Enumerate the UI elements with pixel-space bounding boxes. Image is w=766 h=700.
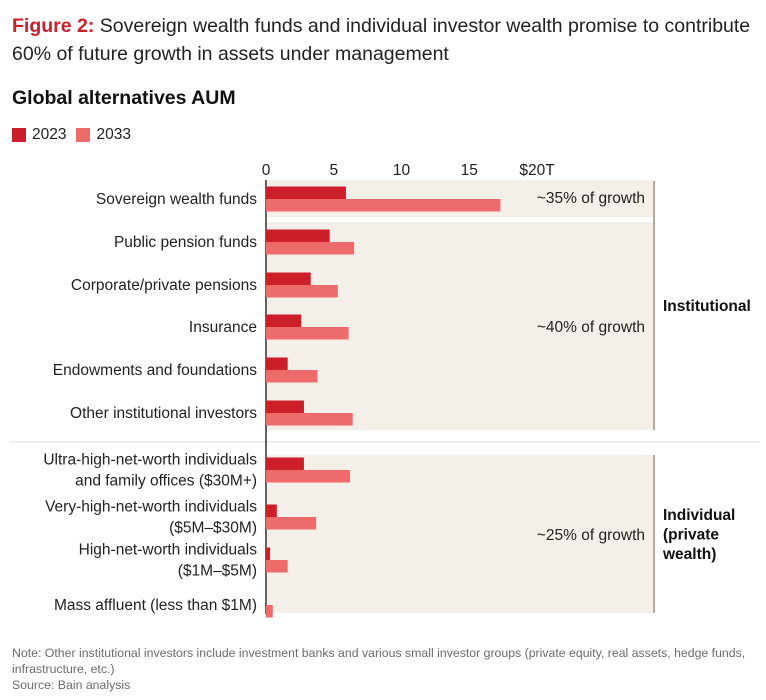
bar-2023 (266, 547, 271, 560)
band-institutional (266, 222, 654, 430)
bar-2033 (266, 285, 338, 298)
bar-2033 (266, 413, 353, 426)
group-label-institutional: Institutional (663, 298, 751, 315)
x-tick-label: $20T (519, 162, 555, 179)
chart-title: Global alternatives AUM (12, 87, 236, 109)
growth-label: ~35% of growth (537, 190, 645, 207)
bar-2023 (266, 400, 304, 413)
bar-2023 (266, 186, 346, 199)
source-text: Source: Bain analysis (12, 678, 131, 692)
notes: Note: Other institutional investors incl… (12, 645, 757, 693)
group-label-individual: wealth) (662, 546, 716, 563)
legend-swatch-2023 (12, 128, 26, 142)
bar-2023 (266, 504, 277, 517)
bar-2033 (266, 327, 349, 340)
legend-item-2023: 2023 (12, 126, 66, 144)
category-label: Very-high-net-worth individuals (45, 499, 257, 516)
growth-label: ~25% of growth (537, 527, 645, 544)
x-tick-label: 10 (393, 162, 411, 179)
legend-label-2033: 2033 (96, 126, 131, 143)
bar-2023 (266, 272, 311, 285)
category-label: Ultra-high-net-worth individuals (43, 452, 257, 469)
category-label: Public pension funds (114, 234, 257, 251)
category-label: ($1M–$5M) (178, 563, 257, 580)
bar-2023 (266, 314, 302, 327)
bar-2023 (266, 357, 288, 370)
figure-title: Figure 2: Sovereign wealth funds and ind… (12, 12, 752, 68)
category-label: High-net-worth individuals (79, 542, 258, 559)
category-label: Insurance (189, 319, 257, 336)
category-label: Corporate/private pensions (71, 277, 257, 294)
category-label: and family offices ($30M+) (75, 473, 257, 490)
bar-2033 (266, 560, 288, 573)
bar-2023 (266, 457, 304, 470)
growth-label: ~40% of growth (537, 319, 645, 336)
legend: 2023 2033 (12, 126, 141, 144)
category-label: Endowments and foundations (53, 362, 257, 379)
x-tick-label: 5 (329, 162, 338, 179)
bar-2033 (266, 370, 318, 383)
bar-chart: 0 5 10 15 $20T Sovereign wealth funds Public p… (10, 162, 760, 618)
figure-title-text: Sovereign wealth funds and individual in… (12, 15, 751, 65)
note-text: Note: Other institutional investors incl… (12, 646, 746, 676)
legend-item-2033: 2033 (76, 126, 131, 144)
legend-swatch-2033 (76, 128, 91, 142)
x-tick-label: 0 (262, 162, 271, 179)
x-tick-label: 15 (461, 162, 478, 179)
bar-2033 (266, 470, 351, 483)
bar-2023 (266, 229, 330, 242)
category-label: Mass affluent (less than $1M) (54, 597, 257, 614)
bar-2033 (266, 605, 273, 618)
category-label: ($5M–$30M) (169, 520, 257, 537)
category-label: Sovereign wealth funds (96, 191, 257, 208)
group-label-individual: Individual (663, 507, 735, 524)
figure-label: Figure 2: (12, 15, 95, 37)
bar-2033 (266, 242, 355, 255)
group-label-individual: (private (663, 527, 719, 544)
category-label: Other institutional investors (70, 405, 257, 422)
bar-2033 (266, 199, 501, 212)
bar-2033 (266, 517, 317, 530)
legend-label-2023: 2023 (32, 126, 67, 143)
